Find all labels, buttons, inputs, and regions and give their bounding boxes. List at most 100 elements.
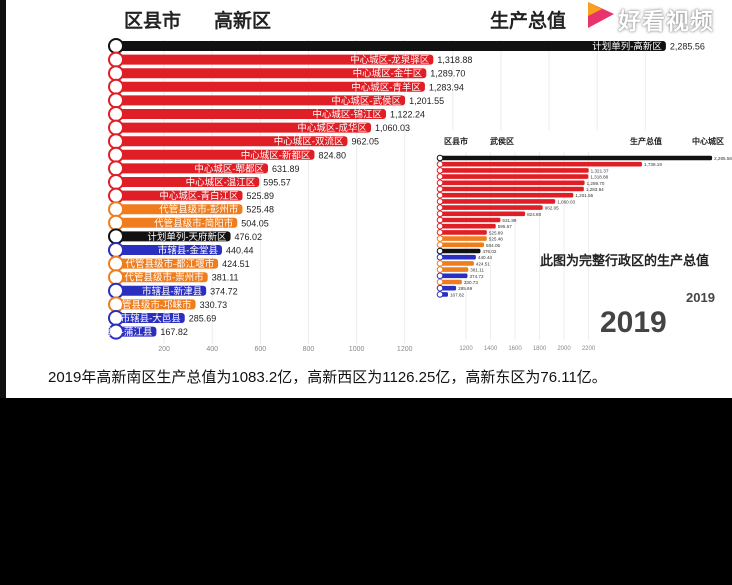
inset-bar bbox=[440, 267, 469, 272]
bar bbox=[116, 285, 207, 296]
inset-bar bbox=[440, 236, 487, 241]
inset-bar-value-label: 1,201.55 bbox=[575, 193, 593, 198]
inset-bar-marker bbox=[436, 216, 444, 224]
inset-bar-marker bbox=[436, 266, 444, 273]
play-icon-accent bbox=[588, 2, 602, 16]
bar-value-label: 381.11 bbox=[212, 273, 239, 283]
inset-x-tick-label: 1800 bbox=[533, 346, 547, 352]
bar-category-label: 代管县级市-简阳市 bbox=[154, 217, 234, 229]
header-col-left: 区县市 bbox=[124, 11, 182, 32]
inset-bar-value-label: 381.11 bbox=[470, 268, 484, 273]
bar-marker bbox=[108, 51, 124, 68]
inset-bar bbox=[440, 261, 474, 266]
bar-marker bbox=[108, 92, 124, 109]
logo-text: 好看视频 bbox=[618, 8, 714, 34]
inset-header-left: 区县市 bbox=[444, 136, 468, 146]
inset-bar-value-label: 631.89 bbox=[502, 218, 516, 223]
inset-bar-marker bbox=[436, 291, 444, 298]
x-tick-label: 1200 bbox=[397, 346, 413, 353]
bar-marker bbox=[108, 106, 124, 122]
bar bbox=[116, 231, 231, 242]
bar-value-label: 424.51 bbox=[222, 259, 250, 269]
bar-marker bbox=[108, 242, 124, 258]
bar-value-label: 1,201.55 bbox=[409, 96, 444, 106]
bar-category-label: 市辖县-蒲江县 bbox=[92, 326, 152, 338]
bar-value-label: 440.44 bbox=[226, 246, 254, 256]
inset-x-tick-label: 1200 bbox=[459, 346, 473, 352]
bar-category-label: 代管县级市-彭州市 bbox=[159, 204, 239, 216]
bar bbox=[116, 258, 219, 269]
inset-bar bbox=[440, 273, 468, 279]
inset-bar-marker bbox=[436, 241, 444, 249]
bar-value-label: 824.80 bbox=[318, 150, 346, 160]
inset-bar bbox=[440, 174, 589, 179]
inset-year: 2019 bbox=[686, 290, 715, 305]
inset-bar-value-label: 2,285.56 bbox=[714, 156, 732, 161]
bar-category-label: 代管县级市-都江堰市 bbox=[125, 258, 214, 270]
inset-x-tick-label: 2000 bbox=[557, 346, 571, 352]
bar-value-label: 962.05 bbox=[351, 137, 379, 147]
bar-value-label: 2,285.56 bbox=[670, 42, 705, 52]
bar-marker bbox=[108, 160, 124, 177]
bar-value-label: 525.89 bbox=[247, 191, 275, 201]
inset-header-region: 武侯区 bbox=[490, 136, 514, 146]
inset-bar-chart: 区县市 武侯区 生产总值 中心城区 1200 1400 1600 1800 2000 2200 2,… bbox=[436, 136, 732, 352]
inset-bar bbox=[440, 230, 487, 235]
inset-bar-marker bbox=[436, 160, 444, 168]
inset-bar-value-label: 1,318.88 bbox=[590, 175, 608, 180]
caption: 2019年高新南区生产总值为1083.2亿，高新西区为1126.25亿，高新东区… bbox=[48, 369, 607, 386]
x-tick-label: 200 bbox=[158, 346, 170, 353]
logo bbox=[588, 2, 614, 28]
bar-category-label: 计划单列-高新区 bbox=[592, 41, 662, 53]
bar-category-label: 市辖县-新津县 bbox=[142, 285, 202, 297]
inset-note: 此图为完整行政区的生产总值 bbox=[540, 253, 710, 268]
year-label: 2019 bbox=[600, 306, 667, 339]
bar bbox=[116, 109, 387, 119]
inset-bar-value-label: 595.57 bbox=[498, 224, 512, 229]
bar bbox=[116, 136, 348, 147]
inset-bar-value-label: 1,289.70 bbox=[587, 181, 605, 186]
x-tick-label: 800 bbox=[303, 346, 315, 353]
bar-marker bbox=[108, 78, 124, 95]
bar-category-label: 市辖县-大邑县 bbox=[121, 313, 181, 325]
bar-value-label: 631.89 bbox=[272, 164, 300, 174]
bar-category-label: 中心城区-青羊区 bbox=[351, 81, 421, 93]
inset-bar-value-label: 167.82 bbox=[450, 292, 464, 297]
bar bbox=[116, 313, 185, 323]
inset-bar-value-label: 424.51 bbox=[476, 261, 490, 266]
bar-category-label: 中心城区-双流区 bbox=[274, 136, 344, 148]
bar-category-label: 中心城区-金牛区 bbox=[353, 68, 423, 80]
inset-bar bbox=[440, 248, 481, 254]
bar-category-label: 中心城区-龙泉驿区 bbox=[350, 54, 430, 66]
inset-bar bbox=[440, 180, 585, 186]
inset-header-extra: 中心城区 bbox=[692, 136, 724, 146]
bar-marker bbox=[108, 201, 124, 218]
bar-value-label: 374.72 bbox=[210, 286, 238, 296]
bar-category-label: 代管县级市-邛崃市 bbox=[112, 299, 192, 311]
bar-marker bbox=[108, 65, 124, 82]
bar-category-label: 计划单列-天府新区 bbox=[147, 231, 227, 243]
inset-bar-marker bbox=[436, 179, 444, 187]
inset-bar-value-label: 1,283.94 bbox=[586, 187, 604, 192]
inset-bar-marker bbox=[436, 272, 444, 280]
inset-bar-marker bbox=[436, 247, 444, 255]
bar bbox=[116, 299, 196, 310]
inset-bar bbox=[440, 211, 526, 217]
bar bbox=[116, 326, 157, 337]
bar-value-label: 1,318.88 bbox=[437, 55, 472, 65]
frame-edge bbox=[0, 0, 6, 398]
inset-bar-marker bbox=[436, 154, 444, 162]
inset-bar-value-label: 525.89 bbox=[489, 230, 503, 235]
bar bbox=[116, 177, 260, 187]
inset-bar-value-label: 285.69 bbox=[458, 286, 472, 291]
inset-bar-marker bbox=[436, 260, 444, 267]
bar-marker bbox=[108, 133, 124, 150]
inset-bar-value-label: 1,060.03 bbox=[557, 199, 575, 204]
inset-bar-marker bbox=[436, 173, 444, 180]
bar-category-label: 市辖县-金堂县 bbox=[158, 245, 218, 257]
bar-value-label: 504.05 bbox=[241, 218, 269, 228]
inset-bar-value-label: 504.05 bbox=[486, 243, 500, 248]
bar-value-label: 285.69 bbox=[189, 314, 217, 324]
inset-bar-marker bbox=[436, 229, 444, 236]
bar-category-label: 中心城区-锦江区 bbox=[312, 109, 382, 121]
